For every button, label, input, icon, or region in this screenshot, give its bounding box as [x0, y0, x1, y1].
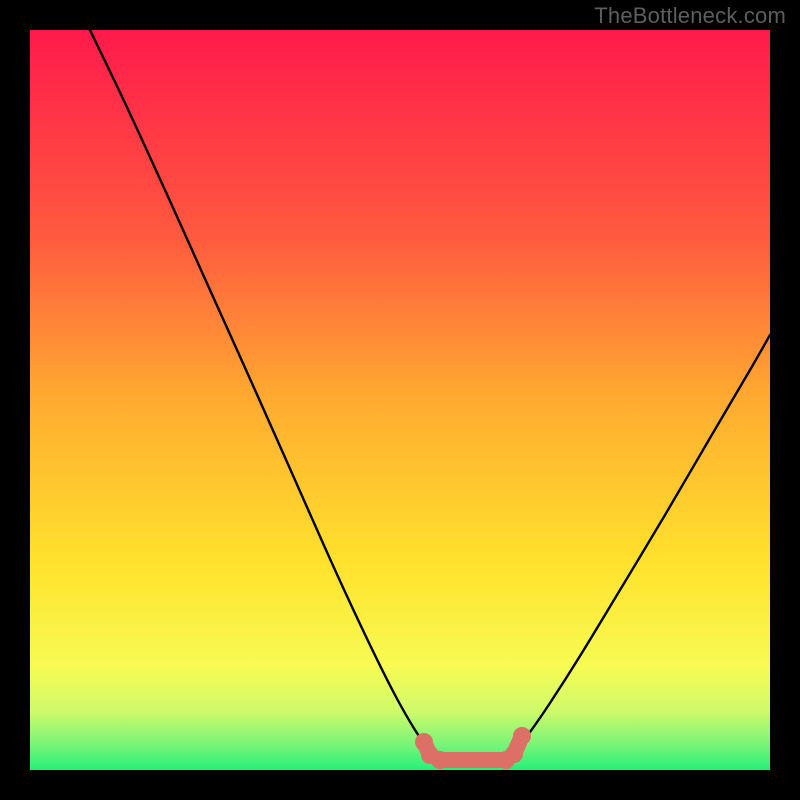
- chart-stage: TheBottleneck.com: [0, 0, 800, 800]
- marker-cap: [431, 751, 449, 769]
- marker-cap: [505, 745, 523, 763]
- watermark-text: TheBottleneck.com: [594, 3, 786, 29]
- marker-cap: [513, 727, 531, 745]
- plot-background: [30, 30, 770, 770]
- bottleneck-chart-svg: [0, 0, 800, 800]
